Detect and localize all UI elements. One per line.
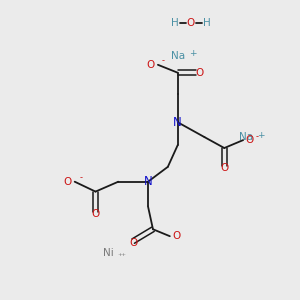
Text: +: + <box>257 130 265 140</box>
Text: O: O <box>187 18 195 28</box>
Text: H: H <box>202 18 210 28</box>
Text: N: N <box>173 116 182 129</box>
Text: -: - <box>79 173 82 182</box>
Text: Na: Na <box>239 132 253 142</box>
Text: -: - <box>256 133 259 142</box>
Text: O: O <box>196 68 204 78</box>
Text: O: O <box>245 135 254 145</box>
Text: O: O <box>220 163 228 173</box>
Text: O: O <box>173 231 181 241</box>
Text: -: - <box>161 56 164 65</box>
Text: Ni: Ni <box>103 248 114 258</box>
Text: O: O <box>129 238 137 248</box>
Text: Na: Na <box>171 51 185 61</box>
Text: +: + <box>189 50 196 58</box>
Text: H: H <box>171 18 178 28</box>
Text: N: N <box>144 175 152 188</box>
Text: O: O <box>64 177 72 187</box>
Text: O: O <box>147 60 155 70</box>
Text: ⁺⁺: ⁺⁺ <box>118 253 127 262</box>
Text: O: O <box>92 209 100 219</box>
